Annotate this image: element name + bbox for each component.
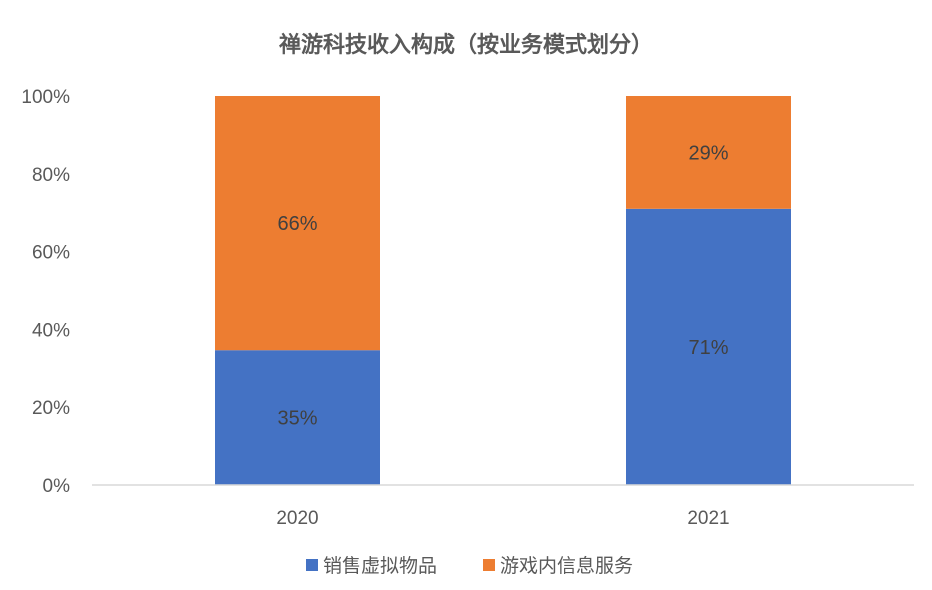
legend-swatch — [483, 559, 495, 571]
y-tick-label: 60% — [32, 243, 70, 264]
data-label: 71% — [688, 337, 728, 359]
bar-segment-2021-info-services — [626, 96, 791, 209]
legend: 销售虚拟物品 游戏内信息服务 — [306, 555, 633, 577]
data-label: 35% — [277, 408, 317, 430]
y-tick-label: 100% — [21, 87, 70, 108]
bars-group: 35% 66% 71% 29% — [215, 96, 791, 485]
y-tick-label: 20% — [32, 398, 70, 419]
legend-swatch — [306, 559, 318, 571]
y-axis: 0% 20% 40% 60% 80% 100% — [21, 87, 70, 497]
bar-segment-2021-virtual-items — [626, 208, 791, 485]
y-tick-label: 80% — [32, 165, 70, 186]
legend-label: 销售虚拟物品 — [323, 555, 437, 577]
x-axis: 2020 2021 — [92, 484, 914, 529]
legend-label: 游戏内信息服务 — [500, 555, 633, 577]
x-category-label: 2021 — [687, 508, 729, 529]
data-label: 29% — [688, 142, 728, 164]
x-category-label: 2020 — [276, 508, 318, 529]
y-tick-label: 40% — [32, 320, 70, 341]
bar-segment-2020-info-services — [215, 96, 380, 351]
bar-segment-2020-virtual-items — [215, 350, 380, 485]
chart-title: 禅游科技收入构成（按业务模式划分） — [278, 32, 653, 57]
y-tick-label: 0% — [43, 476, 71, 497]
data-label: 66% — [277, 213, 317, 235]
